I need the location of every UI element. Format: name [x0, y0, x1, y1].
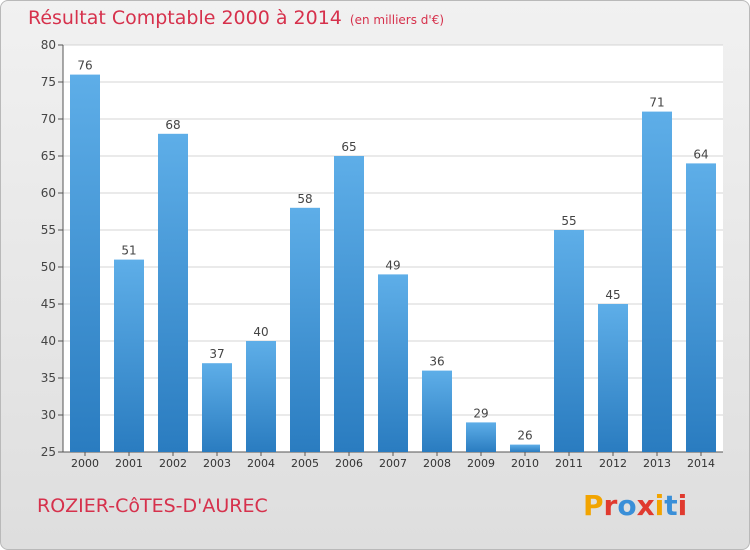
- y-tick-label: 80: [41, 38, 56, 52]
- y-tick-label: 75: [41, 75, 56, 89]
- data-label: 68: [165, 118, 180, 132]
- bar: [70, 74, 100, 452]
- proxiti-logo: Proxiti: [583, 489, 687, 522]
- bar: [158, 133, 188, 453]
- bar: [290, 207, 320, 452]
- data-label: 58: [297, 192, 312, 206]
- bar: [246, 341, 276, 452]
- data-label: 71: [649, 96, 664, 110]
- commune-name: ROZIER-CôTES-D'AUREC: [37, 495, 268, 517]
- x-tick-label: 2011: [555, 457, 583, 470]
- x-tick-label: 2000: [71, 457, 99, 470]
- data-label: 65: [341, 140, 356, 154]
- data-label: 51: [121, 244, 136, 258]
- x-tick-label: 2002: [159, 457, 187, 470]
- bar: [686, 163, 716, 452]
- y-tick-label: 40: [41, 334, 56, 348]
- x-tick-label: 2001: [115, 457, 143, 470]
- bar: [642, 111, 672, 452]
- bar: [510, 444, 540, 452]
- brand-letter: x: [636, 489, 655, 522]
- bar: [334, 156, 364, 452]
- y-tick-label: 30: [41, 408, 56, 422]
- x-tick-label: 2006: [335, 457, 363, 470]
- brand-letter: r: [603, 489, 618, 522]
- y-tick-label: 50: [41, 260, 56, 274]
- brand-letter: o: [617, 489, 637, 522]
- data-label: 49: [385, 258, 400, 272]
- brand-letter: t: [664, 489, 678, 522]
- x-tick-label: 2005: [291, 457, 319, 470]
- data-label: 26: [517, 429, 532, 443]
- bar: [422, 370, 452, 452]
- data-label: 55: [561, 214, 576, 228]
- bar: [598, 304, 628, 452]
- y-tick-label: 45: [41, 297, 56, 311]
- data-label: 36: [429, 355, 444, 369]
- x-tick-label: 2010: [511, 457, 539, 470]
- y-tick-label: 25: [41, 445, 56, 459]
- x-tick-label: 2008: [423, 457, 451, 470]
- x-tick-label: 2014: [687, 457, 715, 470]
- bar: [202, 363, 232, 452]
- data-label: 40: [253, 325, 268, 339]
- brand-letter: P: [583, 489, 604, 522]
- chart-unit: (en milliers d'€): [349, 13, 445, 27]
- data-label: 64: [693, 147, 708, 161]
- y-tick-label: 35: [41, 371, 56, 385]
- chart-title-text: Résultat Comptable 2000 à 2014: [28, 7, 342, 29]
- data-label: 45: [605, 288, 620, 302]
- x-tick-label: 2004: [247, 457, 275, 470]
- brand-letter: i: [654, 489, 665, 522]
- y-tick-label: 60: [41, 186, 56, 200]
- bar-chart: 25 30 35 40 45 50 55 60 65 70 75 80 76 2000 51 2001 68 20…: [41, 38, 723, 470]
- bar: [466, 422, 496, 452]
- brand-letter: i: [677, 489, 688, 522]
- chart-title: Résultat Comptable 2000 à 2014 (en millie…: [28, 7, 444, 29]
- bar: [554, 230, 584, 452]
- y-tick-label: 65: [41, 149, 56, 163]
- y-tick-label: 70: [41, 112, 56, 126]
- x-tick-label: 2013: [643, 457, 671, 470]
- x-tick-label: 2003: [203, 457, 231, 470]
- data-label: 76: [77, 59, 92, 73]
- x-tick-label: 2007: [379, 457, 407, 470]
- bar: [114, 259, 144, 452]
- data-label: 37: [209, 347, 224, 361]
- bar: [378, 274, 408, 452]
- y-tick-label: 55: [41, 223, 56, 237]
- data-label: 29: [473, 406, 488, 420]
- x-tick-label: 2012: [599, 457, 627, 470]
- x-tick-label: 2009: [467, 457, 495, 470]
